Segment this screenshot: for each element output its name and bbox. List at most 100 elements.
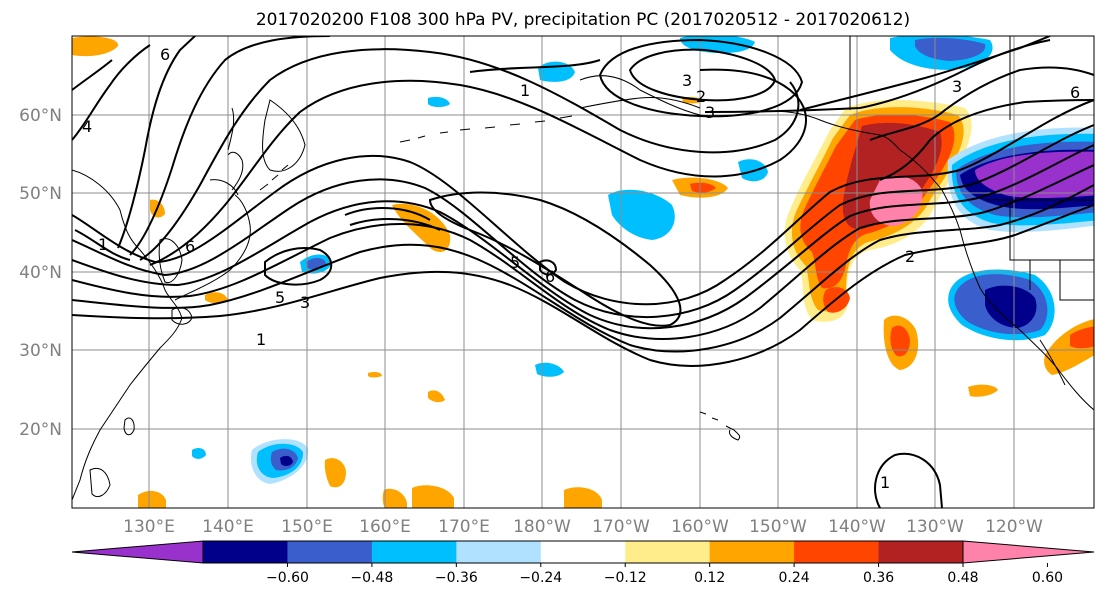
- contour-label: 2: [905, 247, 915, 266]
- pv-contour-5: [72, 124, 1094, 319]
- colorbar-tick-label: 0.60: [1032, 570, 1063, 586]
- colorbar-segment: [371, 541, 457, 563]
- contour-label: 1: [256, 330, 266, 349]
- contour-label: 6: [1070, 83, 1080, 102]
- precip-positive-region: [1070, 326, 1094, 349]
- colorbar-segment: [540, 541, 626, 563]
- precip-negative-region: [915, 37, 986, 61]
- pv-contour-10: [117, 36, 196, 249]
- precip-positive-region: [890, 325, 910, 357]
- colorbar-segment: [287, 541, 373, 563]
- pv-contour-22: [264, 247, 333, 286]
- pv-contour-6: [72, 99, 1094, 306]
- precip-positive-region: [968, 384, 998, 397]
- map-frame: [71, 35, 1095, 509]
- precip-negative-region: [428, 96, 450, 107]
- pv-contour-12: [72, 59, 113, 91]
- precip-positive-region: [368, 372, 382, 378]
- pv-contour-21: [344, 207, 441, 231]
- precip-positive-region: [690, 182, 716, 193]
- baja-coastline: [1039, 339, 1066, 386]
- contour-label: 2: [696, 87, 706, 106]
- contour-label: 1: [98, 235, 108, 254]
- colorbar-segment: [71, 540, 204, 564]
- precip-positive-region: [869, 175, 923, 226]
- pv-contour-24: [874, 452, 943, 508]
- pv-contour-25: [74, 229, 131, 261]
- lat-label-40n: 40°N: [19, 263, 62, 283]
- colorbar-segment: [878, 541, 964, 563]
- pv-contour-9: [129, 36, 331, 256]
- precip-positive-region: [205, 292, 228, 304]
- philippines-coastline: [89, 467, 111, 498]
- precip-positive-region: [842, 122, 942, 230]
- pv-contours: [72, 36, 1094, 508]
- pv-contour-2: [72, 184, 1094, 353]
- lon-label-170w: 170°W: [592, 517, 650, 537]
- lon-label-130e: 130°E: [123, 517, 175, 537]
- lon-label-120w: 120°W: [985, 517, 1043, 537]
- pv-contour-13: [628, 48, 777, 102]
- pv-contour-20: [428, 191, 682, 327]
- precip-positive-region: [324, 458, 346, 488]
- colorbar-segment: [709, 541, 795, 563]
- precip-positive-region: [382, 488, 407, 508]
- contour-label: 4: [82, 117, 92, 136]
- hawaii-islands: [699, 411, 741, 441]
- lon-label-130w: 130°W: [906, 517, 964, 537]
- alaska-peninsula: [579, 97, 701, 109]
- colorbar-tick-label: 0.24: [779, 570, 810, 586]
- pv-contour-1: [72, 204, 1094, 367]
- colorbar-tick-label: −0.48: [350, 570, 393, 586]
- pv-contour-18: [869, 66, 1094, 141]
- colorbar-segment: [794, 541, 880, 563]
- graticule: [72, 36, 1094, 508]
- precip-positive-region: [138, 490, 166, 508]
- colorbar-tick-label: 0.12: [694, 570, 725, 586]
- contour-label: 1: [880, 473, 890, 492]
- pv-contour-14: [598, 38, 804, 118]
- figure-title: 2017020200 F108 300 hPa PV, precipitatio…: [256, 10, 910, 30]
- pv-contour-4: [72, 144, 1094, 330]
- lat-label-60n: 60°N: [19, 106, 62, 126]
- lon-label-140e: 140°E: [202, 517, 254, 537]
- contour-label: 1: [520, 81, 530, 100]
- longitude-labels: 130°E 140°E 150°E 160°E 170°E 180°W 170°…: [123, 517, 1043, 537]
- pv-contour-17: [799, 36, 1051, 111]
- lon-label-160e: 160°E: [359, 517, 411, 537]
- precip-negative-region: [985, 285, 1037, 328]
- colorbar-segments: [71, 540, 1095, 564]
- colorbar-ticks: −0.60 −0.48 −0.36 −0.24 −0.12 0.12 0.24 0.36 0.4…: [266, 563, 1063, 586]
- contour-label: 6: [185, 237, 195, 256]
- aleutian-islands: [399, 115, 573, 143]
- lon-label-150e: 150°E: [281, 517, 333, 537]
- colorbar-tick-label: 0.48: [947, 570, 978, 586]
- colorbar-segment: [962, 540, 1095, 564]
- contour-labels: 6 4 1 6 5 3 1 1 3 2 3 5 6 2 3 6 1: [82, 45, 1080, 492]
- colorbar-tick-label: −0.12: [604, 570, 647, 586]
- colorbar-frame: [202, 540, 964, 564]
- precip-negative-region: [280, 455, 293, 467]
- colorbar-tick-label: −0.60: [266, 570, 309, 586]
- lon-label-140w: 140°W: [828, 517, 886, 537]
- lat-label-20n: 20°N: [19, 420, 62, 440]
- lat-label-50n: 50°N: [19, 184, 62, 204]
- precip-positive-region: [392, 203, 451, 252]
- pv-contour-23: [539, 259, 558, 276]
- precip-negative-region: [608, 189, 675, 240]
- contour-label: 3: [300, 293, 310, 312]
- contour-label: 3: [705, 103, 715, 122]
- contour-label: 3: [682, 71, 692, 90]
- precip-positive-region: [564, 487, 602, 508]
- latitude-labels: 60°N 50°N 40°N 30°N 20°N: [19, 106, 62, 440]
- pv-contour-15: [469, 59, 601, 73]
- colorbar-tick-label: −0.24: [519, 570, 562, 586]
- kuril-islands: [259, 164, 289, 191]
- precip-positive-region: [428, 390, 445, 403]
- pv-contour-11: [72, 44, 151, 141]
- lon-label-150w: 150°W: [749, 517, 807, 537]
- contour-label: 5: [275, 288, 285, 307]
- colorbar-segment: [625, 541, 711, 563]
- contour-label: 6: [545, 267, 555, 286]
